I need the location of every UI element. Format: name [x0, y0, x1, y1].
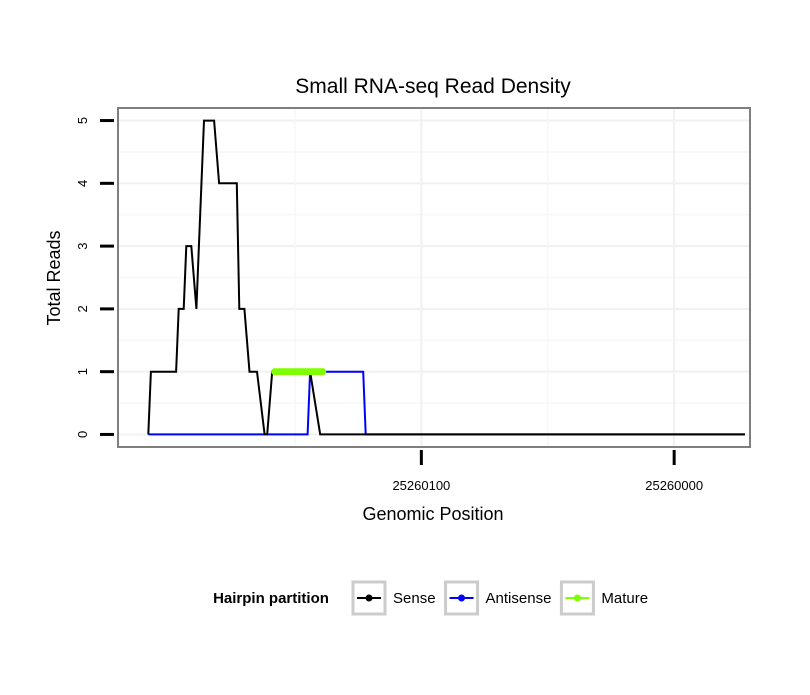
y-tick-label: 4: [75, 180, 90, 187]
legend-item-antisense: Antisense: [444, 580, 552, 616]
legend: Hairpin partition Sense Antisense Mature: [213, 580, 648, 616]
x-axis: 25260100 25260000: [392, 450, 703, 493]
x-tick-label: 25260100: [392, 478, 450, 493]
legend-item-sense: Sense: [351, 580, 436, 616]
legend-item-mature: Mature: [559, 580, 648, 616]
legend-key-point: [365, 594, 373, 602]
x-axis-label: Genomic Position: [362, 504, 503, 524]
y-tick-label: 5: [75, 117, 90, 124]
legend-label: Sense: [393, 590, 436, 607]
plot-border: [117, 107, 751, 448]
y-tick-label: 3: [75, 242, 90, 249]
series-mature-point: [319, 368, 327, 376]
x-tick-label: 25260000: [645, 478, 703, 493]
y-tick-label: 1: [75, 368, 90, 375]
y-axis: 0 1 2 3 4 5: [75, 117, 114, 438]
legend-title: Hairpin partition: [213, 590, 329, 607]
legend-key-point: [458, 594, 466, 602]
legend-label: Antisense: [486, 590, 552, 607]
legend-label: Mature: [601, 590, 648, 607]
y-tick-label: 2: [75, 305, 90, 312]
legend-key-point: [573, 594, 581, 602]
y-axis-label: Total Reads: [44, 230, 64, 325]
grid: [118, 108, 750, 447]
series-layer: [147, 119, 745, 436]
y-tick-label: 0: [75, 431, 90, 438]
chart-title: Small RNA-seq Read Density: [295, 75, 571, 98]
